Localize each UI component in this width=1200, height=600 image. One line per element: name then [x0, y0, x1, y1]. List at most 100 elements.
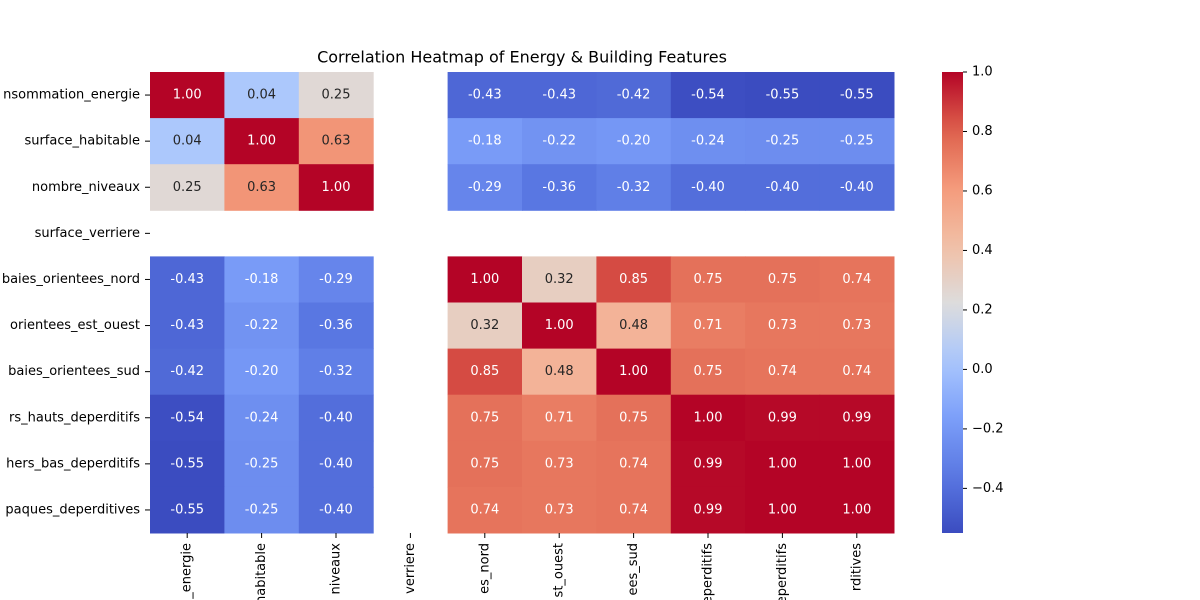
cell-label: -0.43 [542, 88, 576, 103]
cell-label: 0.73 [545, 456, 574, 471]
cell-label: 1.00 [768, 456, 797, 471]
cell-label: -0.25 [840, 134, 874, 149]
cell-label: -0.20 [617, 134, 651, 149]
heatmap-cell [596, 118, 672, 165]
heatmap-cell [745, 164, 821, 211]
heatmap-cell [745, 256, 821, 303]
x-tick-label: rditives [849, 543, 864, 591]
cell-label: 0.63 [322, 134, 351, 149]
heatmap-cell [522, 256, 597, 303]
cell-label: -0.43 [170, 318, 204, 333]
heatmap-cell [298, 256, 374, 303]
heatmap-cell [150, 164, 225, 211]
heatmap-cell [298, 72, 374, 119]
colorbar-tick-label: 1.0 [972, 65, 993, 80]
cell-label: -0.54 [170, 410, 204, 425]
y-tick-label: baies_orientees_nord [2, 272, 140, 287]
cell-label: 0.71 [545, 410, 574, 425]
cell-label: 0.04 [173, 134, 202, 149]
cell-label: 0.04 [247, 88, 276, 103]
cell-label: -0.24 [245, 410, 279, 425]
heatmap-cell [596, 348, 672, 396]
cell-label: 0.99 [842, 410, 871, 425]
cell-label: 0.75 [619, 410, 648, 425]
x-tick-label: niveaux [329, 543, 344, 595]
heatmap-cell [522, 440, 597, 488]
cell-label: -0.40 [766, 180, 800, 195]
heatmap-cell [819, 118, 895, 165]
y-tick-label: orientees_est_ouest [10, 318, 140, 333]
heatmap-cell [522, 302, 597, 350]
heatmap-cell [819, 302, 895, 350]
cell-label: 0.74 [768, 364, 797, 379]
heatmap-cell [224, 440, 300, 488]
cell-label: -0.24 [691, 134, 725, 149]
y-tick-label: baies_orientees_sud [8, 364, 140, 379]
cell-label: 1.00 [173, 88, 202, 103]
heatmap-cell [670, 72, 746, 119]
heatmap-cell [150, 348, 225, 396]
cell-label: 1.00 [768, 502, 797, 517]
heatmap-cell [819, 164, 895, 211]
heatmap-cell [447, 486, 523, 534]
x-tick-label: es_nord [477, 543, 492, 594]
heatmap-cell [745, 440, 821, 488]
heatmap-cell [596, 302, 672, 350]
cell-label: -0.55 [170, 502, 204, 517]
cell-label: -0.55 [170, 456, 204, 471]
heatmap-cell [447, 256, 523, 303]
cell-label: -0.54 [691, 88, 725, 103]
cell-label: -0.40 [691, 180, 725, 195]
heatmap-cell [150, 394, 225, 442]
x-tick-label: _energie [180, 543, 195, 600]
cell-label: -0.40 [319, 502, 353, 517]
cell-label: -0.40 [319, 410, 353, 425]
cell-label: 0.74 [619, 456, 648, 471]
cell-label: 1.00 [545, 318, 574, 333]
colorbar-tick-label: −0.2 [972, 421, 1004, 436]
cell-label: 1.00 [470, 272, 499, 287]
x-tick-label: st_ouest [552, 543, 567, 597]
colorbar-tick-label: 0.6 [972, 183, 993, 198]
cell-label: 0.73 [545, 502, 574, 517]
cell-label: 0.25 [322, 88, 351, 103]
heatmap-cell [745, 486, 821, 534]
y-tick-label: rs_hauts_deperditifs [9, 410, 140, 425]
y-tick-label: paques_deperditives [5, 502, 140, 517]
cell-label: 0.85 [619, 272, 648, 287]
cell-label: -0.32 [617, 180, 651, 195]
cell-label: 0.74 [619, 502, 648, 517]
x-tick-label: ees_sud [626, 543, 641, 596]
cell-label: -0.29 [319, 272, 353, 287]
heatmap-cell [522, 394, 597, 442]
heatmap-cell [224, 164, 300, 211]
colorbar [942, 72, 963, 533]
colorbar-tick-label: 0.0 [972, 362, 993, 377]
cell-label: -0.25 [245, 502, 279, 517]
cell-label: -0.18 [245, 272, 279, 287]
cell-label: -0.42 [617, 88, 651, 103]
cell-label: 0.73 [842, 318, 871, 333]
cell-label: 0.99 [694, 502, 723, 517]
heatmap-cell [224, 394, 300, 442]
heatmap-cell [447, 348, 523, 396]
colorbar-tick-label: 0.4 [972, 243, 993, 258]
cell-label: 0.75 [470, 456, 499, 471]
cell-label: 0.74 [842, 364, 871, 379]
cell-label: 1.00 [842, 502, 871, 517]
heatmap-cell [745, 302, 821, 350]
colorbar-tick-label: 0.8 [972, 124, 993, 139]
heatmap-cell [522, 164, 597, 211]
cell-label: 0.85 [470, 364, 499, 379]
x-tick-label: deperditifs [701, 543, 716, 600]
heatmap-cell [298, 394, 374, 442]
heatmap-cell [596, 256, 672, 303]
cell-label: 0.71 [694, 318, 723, 333]
heatmap-cell [670, 302, 746, 350]
heatmap-cell [745, 348, 821, 396]
heatmap-cell [522, 348, 597, 396]
heatmap-cell [224, 256, 300, 303]
heatmap-cell [447, 440, 523, 488]
